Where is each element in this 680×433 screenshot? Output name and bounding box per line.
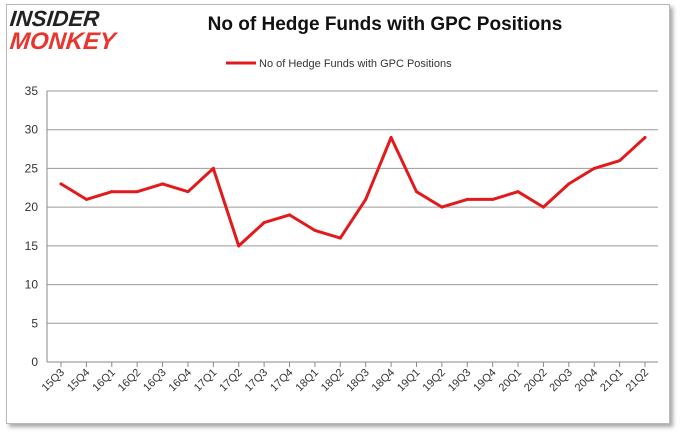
x-tick-label-19Q2: 19Q2 [420,367,448,395]
x-tick-label-18Q2: 18Q2 [319,367,347,395]
data-point-20Q1 [516,190,520,194]
y-tick-label: 20 [25,200,39,214]
x-tick-label-20Q4: 20Q4 [573,367,601,395]
data-point-17Q1 [211,166,215,170]
data-point-18Q4 [389,135,393,139]
data-point-19Q1 [414,190,418,194]
data-point-18Q3 [364,197,368,201]
series-line-0 [59,136,647,248]
x-tick-label-19Q4: 19Q4 [471,367,499,395]
x-tick-label-15Q3: 15Q3 [40,367,68,395]
y-tick-label: 5 [31,316,38,330]
data-point-19Q4 [491,197,495,201]
x-tick-label-21Q2: 21Q2 [624,367,652,395]
y-tick-label: 15 [25,239,39,253]
x-tick-label-16Q4: 16Q4 [167,367,195,395]
x-tick-label-16Q1: 16Q1 [90,367,118,395]
x-tick-label-17Q4: 17Q4 [268,367,296,395]
y-tick-label: 25 [25,161,39,175]
x-tick-label-18Q4: 18Q4 [370,367,398,395]
x-tick-label-15Q4: 15Q4 [65,367,93,395]
data-point-16Q4 [186,190,190,194]
data-point-16Q2 [135,190,139,194]
legend-label: No of Hedge Funds with GPC Positions [259,58,452,70]
x-tick-label-17Q3: 17Q3 [243,367,271,395]
x-tick-label-20Q3: 20Q3 [547,367,575,395]
data-point-16Q1 [110,190,114,194]
x-tick-label-18Q3: 18Q3 [344,367,372,395]
data-point-17Q2 [237,244,241,248]
data-point-21Q2 [643,135,647,139]
x-tick-label-17Q1: 17Q1 [192,367,220,395]
x-tick-label-16Q2: 16Q2 [116,367,144,395]
y-tick-label: 0 [31,355,38,369]
data-point-17Q3 [262,221,266,225]
chart-frame [6,4,670,424]
y-tick-label: 10 [25,278,39,292]
data-point-15Q3 [59,182,63,186]
data-point-15Q4 [84,197,88,201]
chart-title: No of Hedge Funds with GPC Positions [207,14,563,35]
data-point-20Q3 [567,182,571,186]
data-point-16Q3 [161,182,165,186]
data-point-20Q2 [541,205,545,209]
data-point-18Q1 [313,228,317,232]
x-tick-label-19Q3: 19Q3 [446,367,474,395]
data-point-19Q2 [440,205,444,209]
data-point-17Q4 [288,213,292,217]
data-point-21Q1 [618,159,622,163]
x-tick-label-19Q1: 19Q1 [395,367,423,395]
data-point-20Q4 [592,166,596,170]
x-tick-label-20Q1: 20Q1 [497,367,525,395]
y-tick-label: 35 [25,84,39,98]
x-tick-label-18Q1: 18Q1 [294,367,322,395]
data-point-18Q2 [338,236,342,240]
x-tick-label-16Q3: 16Q3 [141,367,169,395]
x-tick-label-21Q1: 21Q1 [598,367,626,395]
x-tick-label-20Q2: 20Q2 [522,367,550,395]
x-tick-label-17Q2: 17Q2 [217,367,245,395]
data-point-19Q3 [465,197,469,201]
y-tick-label: 30 [25,123,39,137]
